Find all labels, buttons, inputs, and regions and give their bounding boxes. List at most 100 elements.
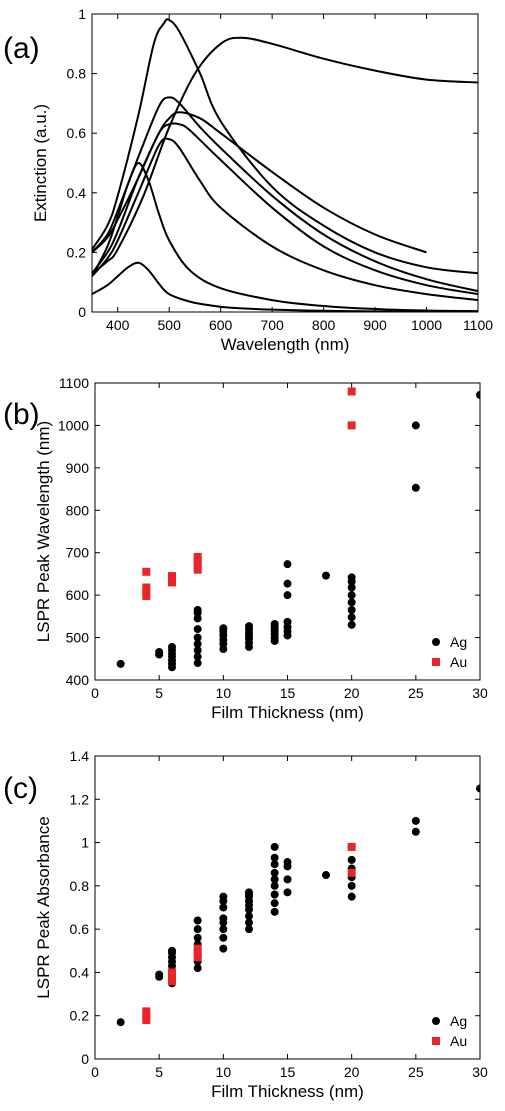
series-line-1 <box>92 162 478 312</box>
legend-marker-au <box>432 658 440 666</box>
y-tick-label: 600 <box>66 587 90 603</box>
point-ag <box>193 916 202 925</box>
point-ag <box>411 421 420 430</box>
series-line-6 <box>92 36 478 275</box>
x-axis-label: Wavelength (nm) <box>221 335 350 354</box>
x-tick-label: 800 <box>312 317 336 333</box>
y-tick-label: 0.4 <box>70 964 90 980</box>
x-axis-label: Film Thickness (nm) <box>211 1082 364 1101</box>
point-au <box>142 1007 151 1016</box>
point-ag <box>270 842 279 851</box>
panel-label: (a) <box>3 32 40 65</box>
y-tick-label: 1 <box>78 6 86 22</box>
legend: Ag Au <box>432 634 467 670</box>
y-tick-label: 1.2 <box>70 791 90 807</box>
y-tick-label: 0.2 <box>67 244 87 260</box>
point-au <box>193 953 202 962</box>
point-ag <box>219 944 228 953</box>
point-ag <box>219 933 228 942</box>
y-tick-label: 700 <box>66 545 90 561</box>
legend-label-au: Au <box>450 654 467 670</box>
point-ag <box>347 892 356 901</box>
point-ag <box>270 860 279 869</box>
x-tick-label: 30 <box>472 685 488 701</box>
x-tick-label: 20 <box>344 685 360 701</box>
y-tick-label: 500 <box>66 630 90 646</box>
point-au <box>142 588 151 597</box>
point-au <box>142 1016 151 1025</box>
point-au <box>193 561 202 570</box>
y-tick-label: 1000 <box>58 417 89 433</box>
point-ag <box>270 868 279 877</box>
panel-1: (b) 0 5 10 15 20 25 30 400 500 600 700 800 900 1000 110… <box>3 375 488 722</box>
legend-label-ag: Ag <box>450 1013 467 1029</box>
x-axis-label: Film Thickness (nm) <box>211 703 364 722</box>
point-ag <box>193 964 202 973</box>
point-ag <box>219 914 228 923</box>
point-ag <box>411 816 420 825</box>
point-ag <box>283 858 292 867</box>
x-tick-label: 500 <box>158 317 182 333</box>
x-tick-label: 25 <box>408 1064 424 1080</box>
plot-area <box>116 387 480 672</box>
point-ag <box>270 875 279 884</box>
legend-marker-ag <box>432 1017 440 1025</box>
panel-label: (b) <box>3 398 40 431</box>
point-ag <box>411 827 420 836</box>
y-tick-label: 1 <box>81 835 89 851</box>
point-ag <box>193 933 202 942</box>
y-tick-label: 1100 <box>59 375 89 391</box>
point-au <box>193 557 202 566</box>
point-ag <box>116 1018 125 1027</box>
point-ag <box>193 605 202 614</box>
x-tick-label: 700 <box>260 317 284 333</box>
point-ag <box>193 646 202 655</box>
x-tick-label: 400 <box>106 317 130 333</box>
y-axis-label: LSPR Peak Wavelength (nm) <box>34 421 53 642</box>
panel-2: (c) 0 5 10 15 20 25 30 0 0.2 0.4 0.6 0.8 1 1.2 1.4 Film … <box>3 748 488 1101</box>
y-tick-label: 0.6 <box>70 921 90 937</box>
x-tick-label: 10 <box>216 685 232 701</box>
x-tick-label: 1100 <box>463 317 493 333</box>
point-au <box>193 944 202 953</box>
point-ag <box>193 659 202 668</box>
x-tick-label: 15 <box>280 1064 296 1080</box>
point-ag <box>322 571 330 580</box>
point-au <box>168 968 176 977</box>
y-tick-label: 400 <box>66 672 90 688</box>
point-ag <box>283 560 292 569</box>
point-ag <box>193 625 202 634</box>
point-ag <box>347 598 356 607</box>
series-line-4 <box>92 96 478 293</box>
point-au <box>168 977 176 986</box>
point-ag <box>219 892 228 901</box>
y-tick-label: 1.4 <box>70 748 90 764</box>
point-ag <box>193 925 202 934</box>
x-tick-label: 5 <box>155 1064 163 1080</box>
x-tick-label: 15 <box>280 685 296 701</box>
legend-marker-ag <box>432 638 440 646</box>
point-au <box>347 868 356 877</box>
x-tick-label: 30 <box>472 1064 488 1080</box>
series-line-2 <box>92 137 478 302</box>
y-tick-label: 0.4 <box>67 185 87 201</box>
point-au <box>193 552 202 561</box>
point-au <box>142 1011 151 1020</box>
point-ag <box>193 639 202 648</box>
series-line-3 <box>92 122 478 296</box>
series-line-7 <box>92 111 427 274</box>
point-ag <box>219 903 228 912</box>
y-axis-label: Extinction (a.u.) <box>31 104 50 222</box>
point-au <box>347 842 356 851</box>
point-ag <box>283 888 292 897</box>
point-ag <box>347 605 356 614</box>
y-tick-label: 900 <box>66 460 90 476</box>
legend-label-au: Au <box>450 1033 467 1049</box>
point-ag <box>347 613 356 622</box>
point-ag <box>476 784 480 793</box>
y-tick-label: 800 <box>66 502 90 518</box>
x-tick-label: 5 <box>155 685 163 701</box>
point-ag <box>270 899 279 908</box>
point-au <box>347 421 356 430</box>
x-tick-label: 20 <box>344 1064 360 1080</box>
